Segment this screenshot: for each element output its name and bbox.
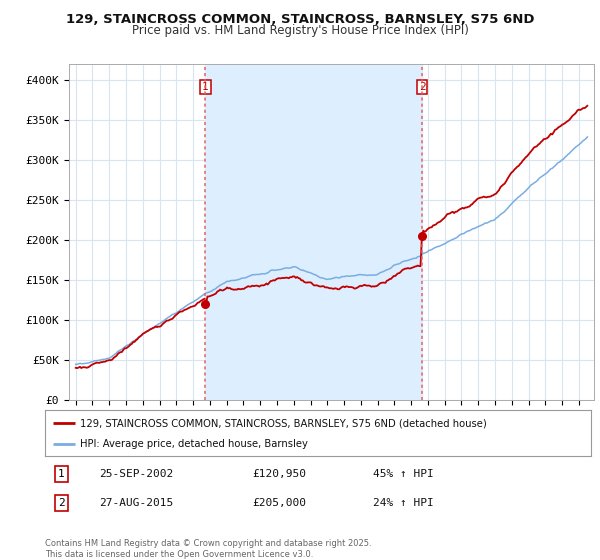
Bar bbox=[205, 64, 422, 400]
Text: 27-AUG-2015: 27-AUG-2015 bbox=[100, 498, 174, 508]
Text: 25-SEP-2002: 25-SEP-2002 bbox=[100, 469, 174, 479]
Text: 24% ↑ HPI: 24% ↑ HPI bbox=[373, 498, 433, 508]
Text: Price paid vs. HM Land Registry's House Price Index (HPI): Price paid vs. HM Land Registry's House … bbox=[131, 24, 469, 37]
Text: £205,000: £205,000 bbox=[253, 498, 307, 508]
Text: £120,950: £120,950 bbox=[253, 469, 307, 479]
Text: 45% ↑ HPI: 45% ↑ HPI bbox=[373, 469, 433, 479]
Text: 1: 1 bbox=[202, 82, 209, 92]
Text: HPI: Average price, detached house, Barnsley: HPI: Average price, detached house, Barn… bbox=[80, 440, 308, 450]
Text: 2: 2 bbox=[419, 82, 425, 92]
Text: Contains HM Land Registry data © Crown copyright and database right 2025.
This d: Contains HM Land Registry data © Crown c… bbox=[45, 539, 371, 559]
Text: 2: 2 bbox=[58, 498, 65, 508]
Text: 129, STAINCROSS COMMON, STAINCROSS, BARNSLEY, S75 6ND (detached house): 129, STAINCROSS COMMON, STAINCROSS, BARN… bbox=[80, 418, 487, 428]
Text: 1: 1 bbox=[58, 469, 65, 479]
Text: 129, STAINCROSS COMMON, STAINCROSS, BARNSLEY, S75 6ND: 129, STAINCROSS COMMON, STAINCROSS, BARN… bbox=[66, 13, 534, 26]
